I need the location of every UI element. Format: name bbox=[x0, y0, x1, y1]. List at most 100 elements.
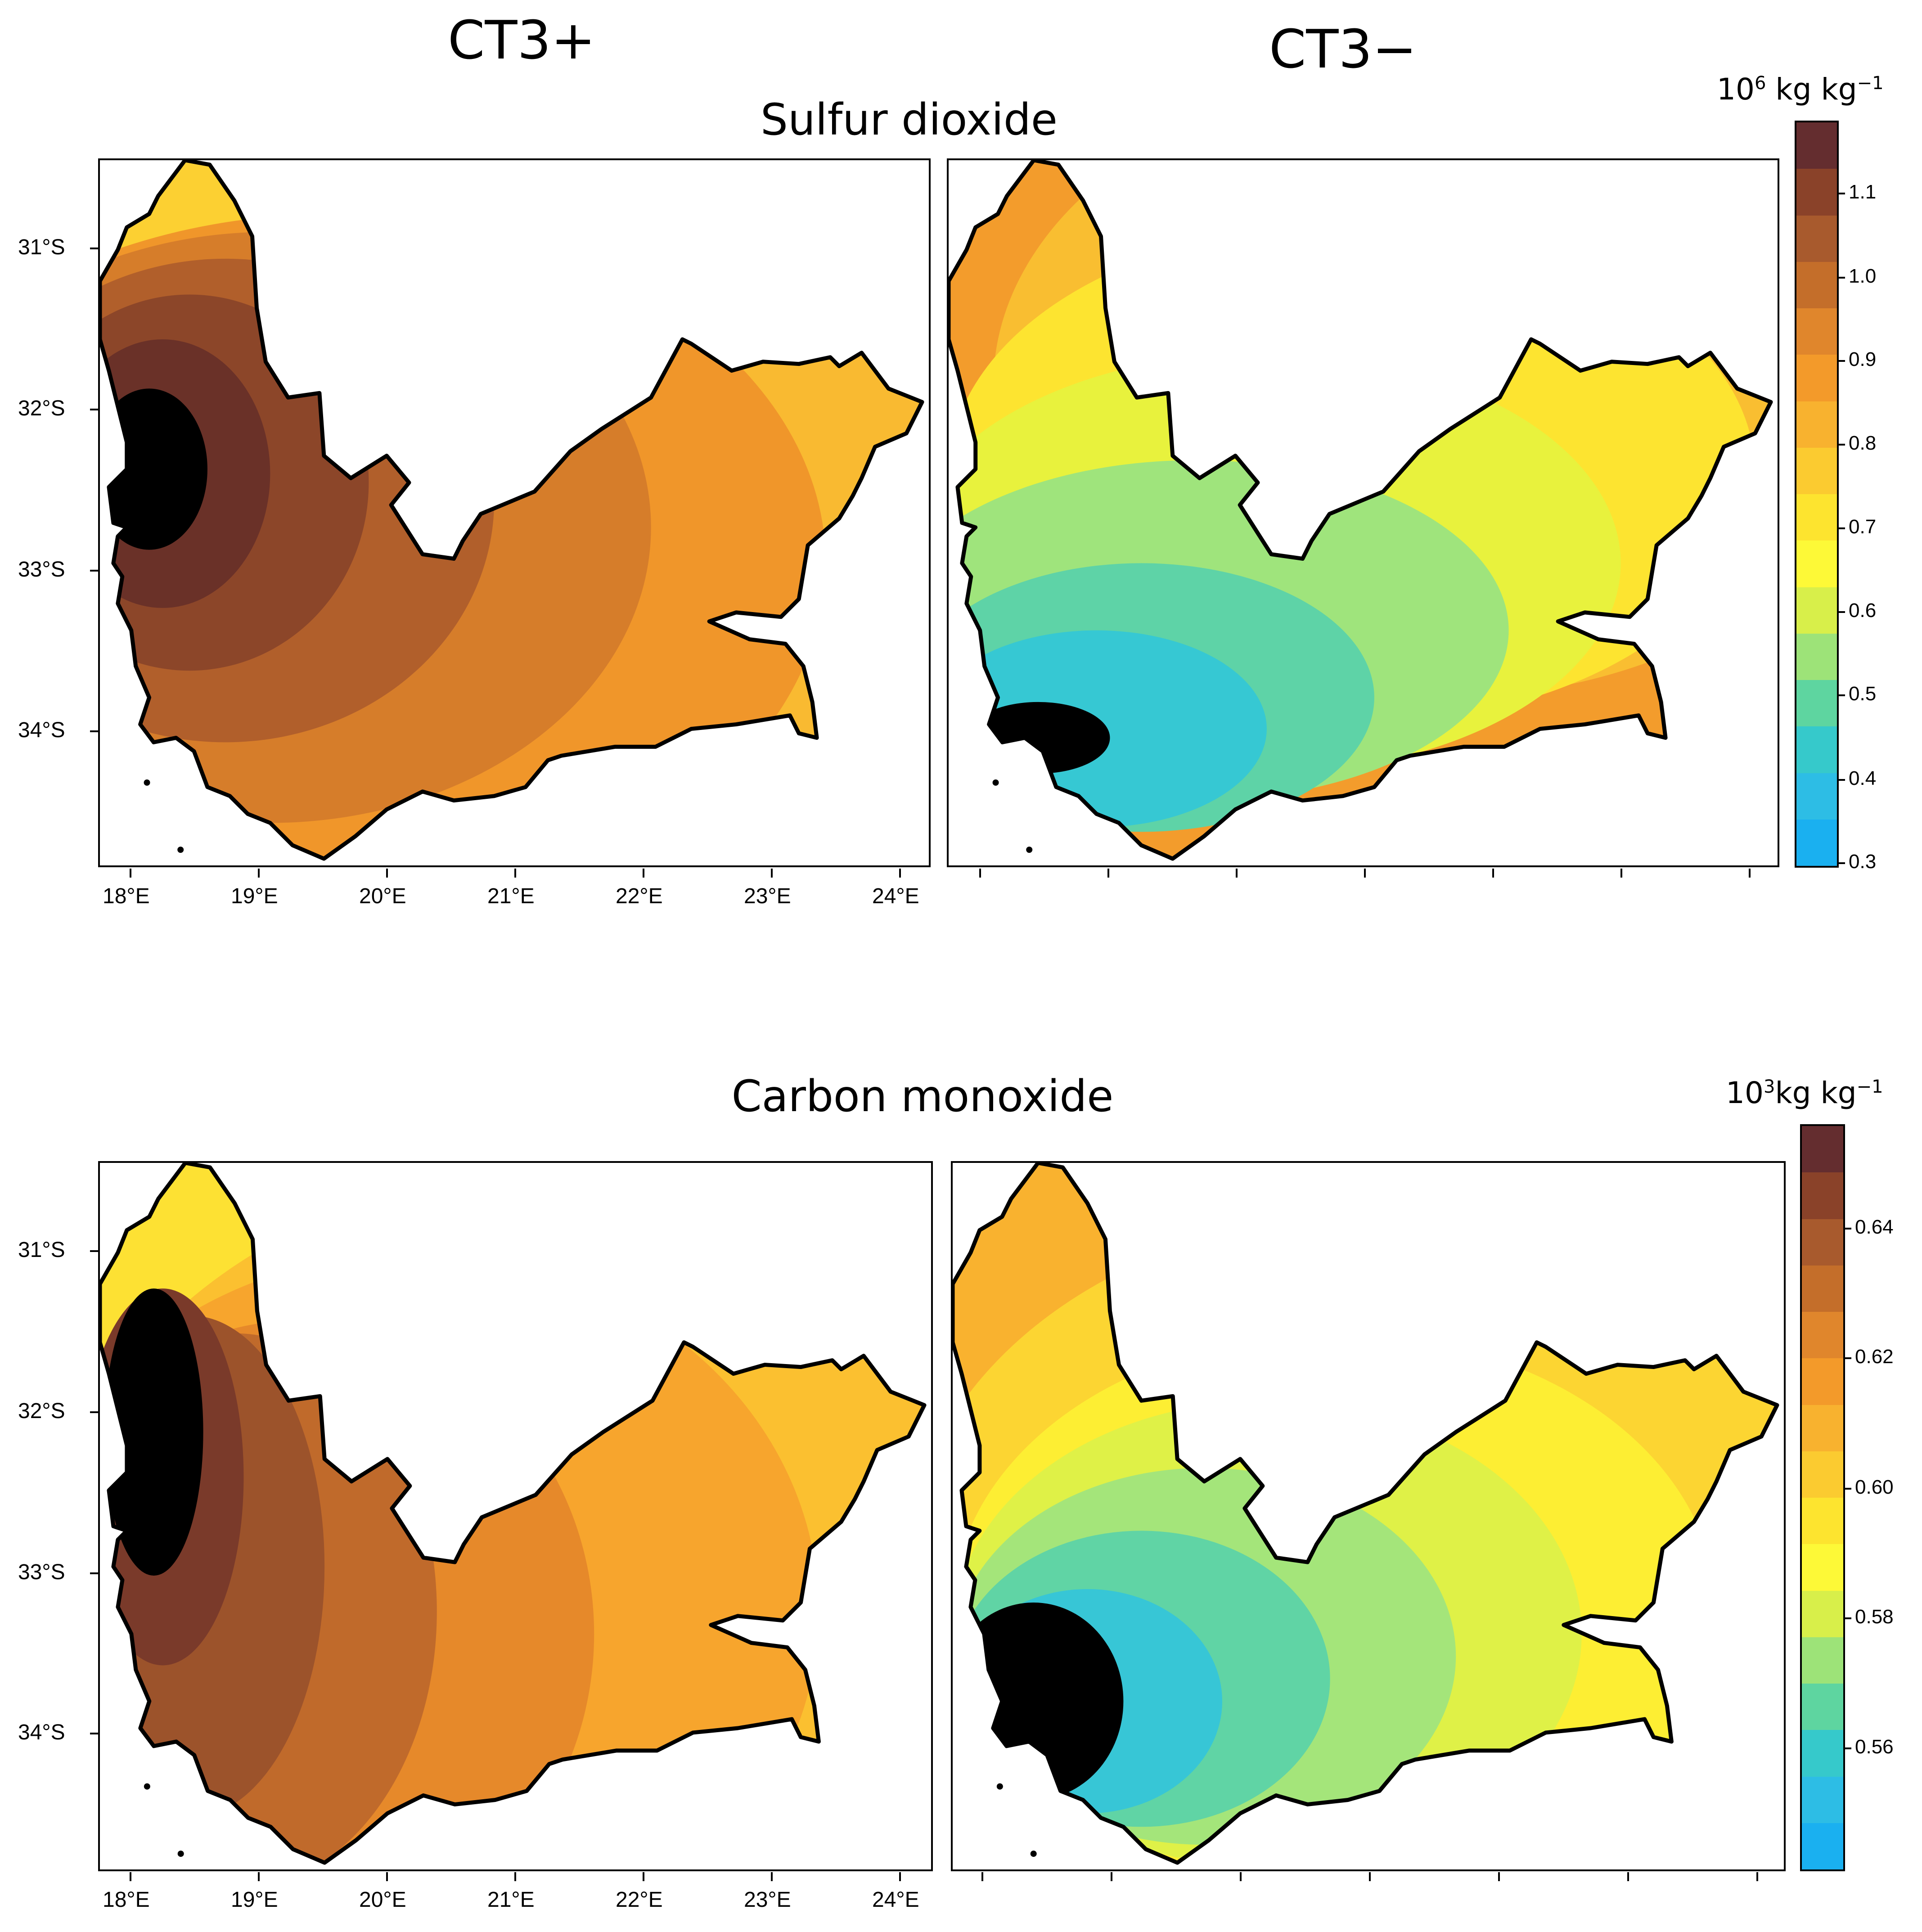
longitude-tick-mark bbox=[386, 869, 388, 878]
colorbar-unit-so2: 106 kg kg−1 bbox=[1717, 72, 1884, 107]
colorbar-tick-label: 0.4 bbox=[1849, 767, 1877, 789]
longitude-tick-mark bbox=[130, 869, 131, 878]
colorbar-tick-mark bbox=[1837, 193, 1845, 194]
colorbar-swatch bbox=[1802, 1405, 1843, 1451]
latitude-tick-mark bbox=[90, 570, 98, 572]
latitude-tick-mark bbox=[90, 1733, 98, 1734]
map-panel-so2-ct3-minus bbox=[947, 158, 1779, 867]
longitude-tick-mark bbox=[1107, 869, 1109, 878]
colorbar-swatch bbox=[1802, 1776, 1843, 1823]
map-panel-co-ct3-minus bbox=[951, 1161, 1786, 1871]
province-boundary bbox=[953, 1163, 1779, 1865]
longitude-tick-mark bbox=[1620, 869, 1622, 878]
longitude-tick-label: 19°E bbox=[231, 884, 278, 908]
latitude-tick-label: 32°S bbox=[18, 1399, 65, 1423]
colorbar-tick-label: 1.0 bbox=[1849, 265, 1877, 287]
concentration-band bbox=[104, 1288, 203, 1576]
column-title-ct3-plus: CT3+ bbox=[448, 9, 596, 71]
longitude-tick-mark bbox=[1236, 869, 1238, 878]
province-boundary bbox=[100, 1163, 927, 1865]
colorbar-swatch bbox=[1796, 773, 1837, 820]
longitude-tick-mark bbox=[771, 869, 773, 878]
colorbar-swatch bbox=[1796, 819, 1837, 866]
section-title-carbon-monoxide: Carbon monoxide bbox=[731, 1071, 1114, 1121]
longitude-tick-mark bbox=[1240, 1872, 1242, 1881]
island-marker bbox=[1030, 1851, 1037, 1857]
island-marker bbox=[1026, 847, 1033, 853]
colorbar-tick-mark bbox=[1837, 694, 1845, 696]
colorbar-tick-label: 0.58 bbox=[1855, 1606, 1894, 1628]
province-map bbox=[953, 1163, 1779, 1865]
longitude-tick-mark bbox=[643, 869, 644, 878]
colorbar-swatch bbox=[1802, 1544, 1843, 1591]
colorbar-swatch bbox=[1802, 1126, 1843, 1173]
colorbar-tick-mark bbox=[1843, 1617, 1851, 1619]
colorbar-swatch bbox=[1802, 1451, 1843, 1498]
colorbar-tick-mark bbox=[1837, 360, 1845, 362]
longitude-tick-mark bbox=[1364, 869, 1366, 878]
longitude-tick-mark bbox=[1369, 1872, 1371, 1881]
province-boundary bbox=[949, 160, 1773, 861]
island-marker bbox=[992, 779, 999, 786]
latitude-tick-label: 34°S bbox=[18, 1720, 65, 1744]
longitude-tick-label: 21°E bbox=[487, 1888, 535, 1912]
province-map bbox=[100, 1163, 927, 1865]
colorbar-tick-label: 0.5 bbox=[1849, 683, 1877, 705]
colorbar-swatch bbox=[1802, 1637, 1843, 1684]
longitude-tick-label: 18°E bbox=[103, 1888, 150, 1912]
colorbar-swatch bbox=[1796, 633, 1837, 680]
latitude-tick-label: 31°S bbox=[18, 1238, 65, 1262]
colorbar-tick-mark bbox=[1837, 779, 1845, 781]
colorbar-tick-label: 1.1 bbox=[1849, 181, 1877, 203]
longitude-tick-label: 18°E bbox=[103, 884, 150, 908]
colorbar-so2 bbox=[1795, 121, 1839, 868]
latitude-tick-mark bbox=[90, 248, 98, 249]
island-marker bbox=[144, 779, 150, 786]
section-title-sulfur-dioxide: Sulfur dioxide bbox=[761, 95, 1058, 145]
colorbar-tick-mark bbox=[1837, 444, 1845, 446]
island-marker bbox=[177, 1851, 184, 1857]
colorbar-swatch bbox=[1802, 1730, 1843, 1777]
colorbar-swatch bbox=[1802, 1498, 1843, 1545]
colorbar-tick-label: 0.64 bbox=[1855, 1216, 1894, 1238]
map-panel-co-ct3-plus bbox=[98, 1161, 933, 1871]
colorbar-tick-label: 0.9 bbox=[1849, 348, 1877, 370]
colorbar-tick-mark bbox=[1837, 527, 1845, 529]
longitude-tick-label: 22°E bbox=[616, 1888, 663, 1912]
colorbar-tick-mark bbox=[1843, 1228, 1851, 1229]
latitude-tick-mark bbox=[90, 409, 98, 410]
concentration-band bbox=[966, 702, 1110, 774]
colorbar-swatch bbox=[1796, 355, 1837, 401]
latitude-tick-mark bbox=[90, 1572, 98, 1574]
colorbar-swatch bbox=[1802, 1265, 1843, 1312]
colorbar-tick-label: 0.8 bbox=[1849, 432, 1877, 454]
colorbar-swatch bbox=[1796, 122, 1837, 169]
column-title-ct3-minus: CT3− bbox=[1269, 18, 1417, 80]
colorbar-swatch bbox=[1802, 1172, 1843, 1219]
island-marker bbox=[144, 1783, 150, 1790]
longitude-tick-mark bbox=[130, 1872, 131, 1881]
longitude-tick-mark bbox=[899, 1872, 901, 1881]
colorbar-unit-co: 103kg kg−1 bbox=[1726, 1076, 1883, 1110]
colorbar-tick-label: 0.7 bbox=[1849, 516, 1877, 538]
colorbar-tick-label: 0.6 bbox=[1849, 599, 1877, 621]
island-marker bbox=[996, 1783, 1003, 1790]
colorbar-tick-label: 0.62 bbox=[1855, 1346, 1894, 1368]
colorbar-swatch bbox=[1802, 1219, 1843, 1265]
colorbar-swatch bbox=[1796, 726, 1837, 773]
colorbar-swatch bbox=[1796, 494, 1837, 541]
colorbar-swatch bbox=[1796, 540, 1837, 587]
colorbar-swatch bbox=[1796, 401, 1837, 448]
colorbar-swatch bbox=[1796, 447, 1837, 494]
longitude-tick-mark bbox=[1749, 869, 1751, 878]
colorbar-swatch bbox=[1802, 1358, 1843, 1405]
longitude-tick-mark bbox=[258, 1872, 260, 1881]
longitude-tick-mark bbox=[1492, 869, 1494, 878]
map-panel-so2-ct3-plus bbox=[98, 158, 931, 867]
colorbar-tick-mark bbox=[1843, 1357, 1851, 1359]
colorbar-swatch bbox=[1796, 308, 1837, 355]
colorbar-swatch bbox=[1796, 680, 1837, 727]
longitude-tick-mark bbox=[771, 1872, 773, 1881]
colorbar-swatch bbox=[1796, 261, 1837, 308]
longitude-tick-mark bbox=[514, 869, 516, 878]
